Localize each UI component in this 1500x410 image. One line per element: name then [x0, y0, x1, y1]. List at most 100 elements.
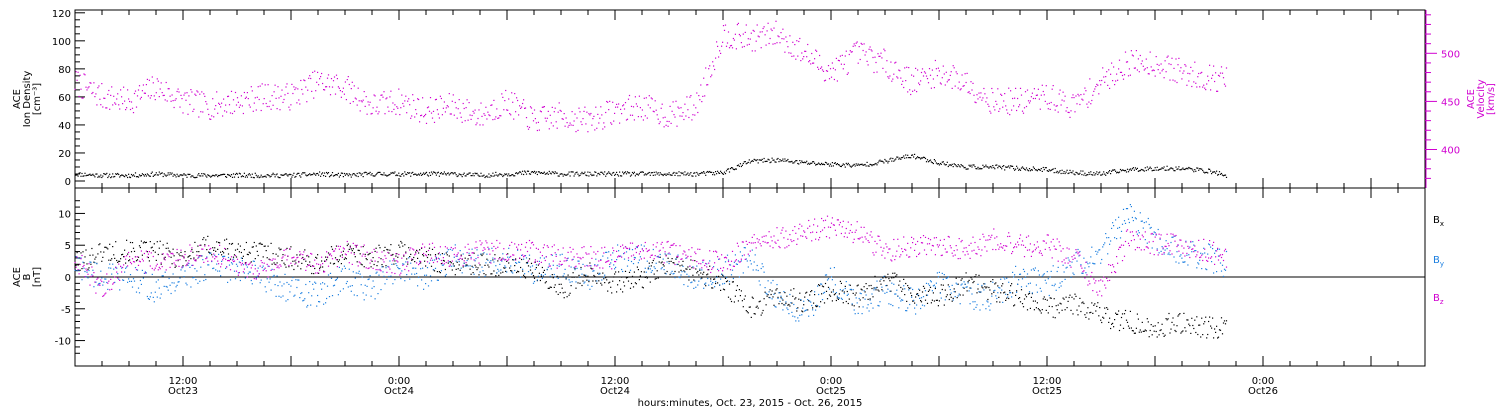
by-series-point [281, 285, 283, 287]
density-series-point [127, 176, 129, 179]
bx-series-point [1191, 317, 1193, 319]
density-series-point [923, 156, 926, 159]
by-series-point [458, 261, 460, 263]
velocity-series-point [98, 85, 100, 87]
velocity-series-point [1000, 93, 1002, 95]
velocity-series-point [1004, 93, 1006, 95]
density-series-point [387, 174, 389, 177]
velocity-series-point [733, 39, 735, 41]
by-series-point [769, 297, 771, 299]
density-series-point [303, 172, 305, 174]
by-series-point [859, 292, 861, 294]
velocity-series-point [1125, 61, 1128, 63]
density-series-point [347, 175, 349, 177]
velocity-series-point [412, 94, 414, 96]
by-series-point [840, 297, 842, 299]
bx-series-point [79, 269, 81, 271]
bx-series-point [272, 253, 274, 255]
density-series-point [227, 173, 229, 176]
by-series-point [290, 285, 292, 287]
by-series-point [600, 259, 602, 261]
bx-series-point [656, 270, 658, 272]
by-series-point [1156, 248, 1158, 250]
density-series-point [1051, 169, 1053, 171]
bx-series-point [856, 285, 858, 287]
by-series-point [625, 251, 628, 253]
by-series-point [431, 259, 434, 261]
velocity-series-point [304, 80, 306, 82]
bx-series-point [589, 262, 591, 264]
velocity-series-point [988, 105, 990, 107]
velocity-series-point [1075, 95, 1077, 97]
bx-series-point [396, 253, 398, 255]
density-series-point [1041, 170, 1043, 172]
by-series-point [350, 290, 352, 292]
velocity-series-point [113, 95, 115, 97]
by-series-point [525, 257, 528, 259]
velocity-series-point [878, 55, 880, 57]
by-series-point [452, 265, 454, 267]
density-series-point [505, 174, 507, 176]
by-series-point [1118, 226, 1121, 229]
density-series-point [348, 173, 350, 175]
bx-series-point [744, 295, 746, 297]
bx-series-point [926, 302, 929, 304]
by-series-point [741, 255, 743, 257]
by-series-point [1030, 269, 1032, 271]
velocity-series-point [1156, 63, 1158, 65]
velocity-series-point [157, 80, 159, 82]
velocity-series-point [1195, 82, 1197, 84]
velocity-series-point [1027, 100, 1030, 102]
bx-series-point [733, 301, 735, 303]
velocity-series-point [695, 107, 697, 109]
velocity-series-point [548, 128, 550, 130]
bx-series-point [1204, 321, 1206, 323]
bx-series-point [97, 253, 99, 255]
density-series-point [1189, 167, 1191, 169]
velocity-series-point [225, 104, 227, 106]
velocity-series-point [261, 83, 263, 85]
by-series-point [939, 292, 941, 294]
by-series-point [672, 273, 674, 275]
velocity-series-point [755, 40, 757, 42]
velocity-series-point [561, 118, 563, 120]
by-series-point [591, 285, 593, 287]
bx-series-point [595, 280, 597, 282]
by-series-point [133, 280, 136, 282]
by-series-point [210, 252, 212, 254]
velocity-series-point [296, 102, 298, 104]
by-series-point [860, 293, 862, 295]
by-series-point [1176, 251, 1178, 253]
density-series-point [113, 176, 115, 178]
bx-series-point [130, 251, 133, 253]
by-series-point [460, 267, 462, 269]
velocity-series-point [1002, 106, 1004, 108]
by-series-point [903, 285, 905, 287]
velocity-series-point [676, 125, 678, 127]
bx-series-point [716, 275, 718, 278]
density-series-point [806, 160, 808, 162]
velocity-series-point [361, 101, 363, 103]
velocity-series-point [1150, 66, 1152, 68]
density-series-point [317, 172, 319, 175]
density-series-point [873, 164, 875, 166]
density-series-point [1143, 170, 1145, 172]
by-series-point [205, 278, 207, 281]
by-series-point [705, 282, 707, 284]
velocity-series-point [788, 52, 790, 54]
bx-series-point [779, 292, 781, 294]
bx-series-point [161, 253, 163, 255]
by-series-point [462, 253, 464, 255]
by-series-point [471, 248, 473, 250]
by-series-point [743, 247, 745, 249]
density-series-point [439, 173, 441, 175]
density-series-point [922, 156, 925, 158]
velocity-series-point [394, 104, 396, 106]
bx-series-point [423, 255, 425, 257]
y-tick-label: -10 [55, 337, 71, 348]
by-series-point [129, 274, 132, 276]
velocity-series-point [224, 110, 226, 112]
bx-series-point [574, 268, 576, 270]
density-series-point [1111, 170, 1113, 172]
by-series-point [137, 287, 140, 289]
